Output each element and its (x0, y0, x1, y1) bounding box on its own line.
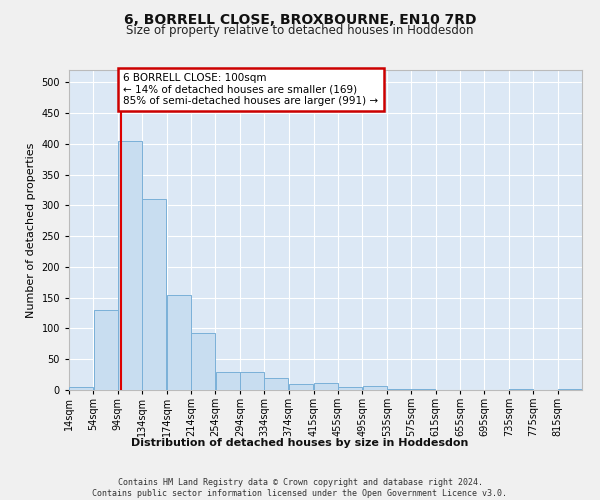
Text: 6, BORRELL CLOSE, BROXBOURNE, EN10 7RD: 6, BORRELL CLOSE, BROXBOURNE, EN10 7RD (124, 12, 476, 26)
Bar (215, 372, 239, 390)
Bar (362, 386, 386, 390)
Text: 6 BORRELL CLOSE: 100sqm
← 14% of detached houses are smaller (169)
85% of semi-d: 6 BORRELL CLOSE: 100sqm ← 14% of detache… (123, 73, 379, 106)
Bar (69, 387, 93, 390)
Text: Distribution of detached houses by size in Hoddesdon: Distribution of detached houses by size … (131, 438, 469, 448)
Bar (118, 141, 142, 390)
Bar (314, 382, 338, 390)
Text: Contains HM Land Registry data © Crown copyright and database right 2024.
Contai: Contains HM Land Registry data © Crown c… (92, 478, 508, 498)
Bar (289, 384, 313, 390)
Text: Size of property relative to detached houses in Hoddesdon: Size of property relative to detached ho… (126, 24, 474, 37)
Bar (94, 310, 118, 390)
Bar (240, 372, 264, 390)
Y-axis label: Number of detached properties: Number of detached properties (26, 142, 36, 318)
Bar (191, 334, 215, 390)
Bar (142, 199, 166, 390)
Bar (265, 378, 289, 390)
Bar (338, 387, 362, 390)
Bar (558, 389, 582, 390)
Bar (167, 294, 191, 390)
